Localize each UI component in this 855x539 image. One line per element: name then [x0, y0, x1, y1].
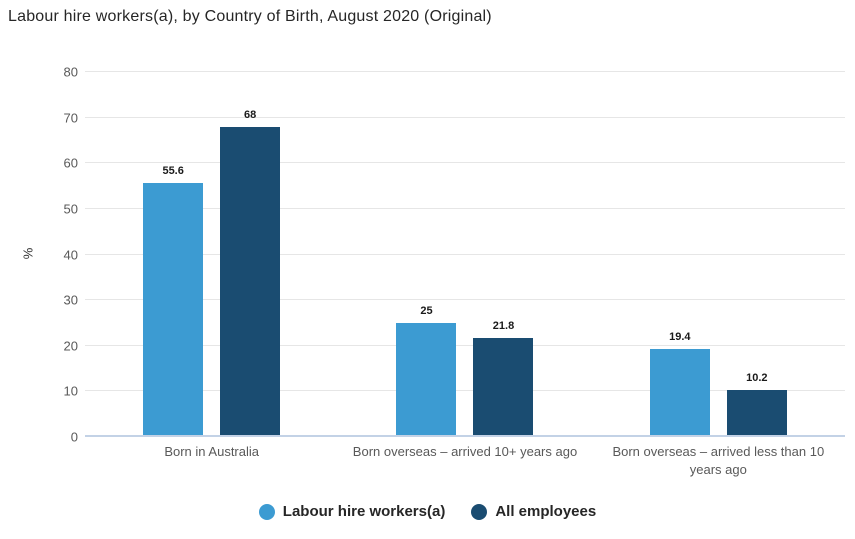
gridline [85, 390, 845, 392]
x-axis: Born in Australia Born overseas – arrived… [85, 443, 845, 479]
bar-value-label: 10.2 [746, 372, 768, 385]
y-tick-label: 20 [63, 338, 78, 354]
gridline [85, 299, 845, 301]
bar[interactable]: 21.8 [473, 320, 534, 437]
bar-value-label: 25 [420, 304, 433, 317]
bar[interactable]: 68 [220, 109, 281, 437]
legend: Labour hire workers(a) All employees [0, 503, 855, 520]
bar[interactable]: 25 [396, 305, 457, 437]
gridline [85, 207, 845, 209]
bars-container: 55.6 68 25 21.8 19.4 10.2 [85, 72, 845, 437]
gridline [85, 162, 845, 164]
y-axis: 0 10 20 30 40 50 60 70 80 [0, 66, 78, 444]
legend-label: Labour hire workers(a) [282, 503, 446, 520]
bar-value-label: 68 [244, 108, 257, 121]
bar[interactable]: 10.2 [726, 373, 787, 437]
gridline [85, 253, 845, 255]
bar[interactable]: 55.6 [143, 166, 204, 437]
y-tick-label: 10 [63, 383, 78, 399]
gridline [85, 71, 845, 72]
gridline [85, 344, 845, 346]
bar-group: 25 21.8 [338, 72, 591, 437]
gridline [85, 116, 845, 118]
x-axis-line [85, 435, 845, 437]
bar-group: 19.4 10.2 [592, 72, 845, 437]
bar-value-label: 55.6 [162, 165, 184, 178]
chart-title: Labour hire workers(a), by Country of Bi… [8, 8, 492, 25]
y-tick-label: 60 [63, 155, 78, 171]
legend-item[interactable]: All employees [471, 503, 596, 520]
y-tick-label: 40 [63, 247, 78, 262]
legend-label: All employees [495, 503, 597, 520]
y-tick-label: 50 [63, 201, 78, 217]
x-category-label: Born in Australia [164, 444, 259, 459]
legend-swatch-icon [471, 503, 488, 520]
y-tick-label: 0 [70, 429, 78, 445]
x-category-label: Born overseas – arrived 10+ years ago [352, 444, 578, 459]
bar-value-label: 19.4 [669, 330, 691, 343]
x-category-label: Born overseas – arrived less than 10 yea… [612, 444, 825, 477]
y-tick-label: 80 [63, 64, 78, 80]
bar[interactable]: 19.4 [649, 331, 710, 437]
plot-area: 55.6 68 25 21.8 19.4 10.2 [85, 71, 845, 437]
legend-swatch-icon [258, 503, 275, 520]
bar-group: 55.6 68 [85, 72, 338, 437]
legend-item[interactable]: Labour hire workers(a) [258, 503, 446, 520]
bar-value-label: 21.8 [492, 319, 515, 332]
y-tick-label: 70 [63, 110, 78, 126]
y-tick-label: 30 [63, 292, 78, 308]
